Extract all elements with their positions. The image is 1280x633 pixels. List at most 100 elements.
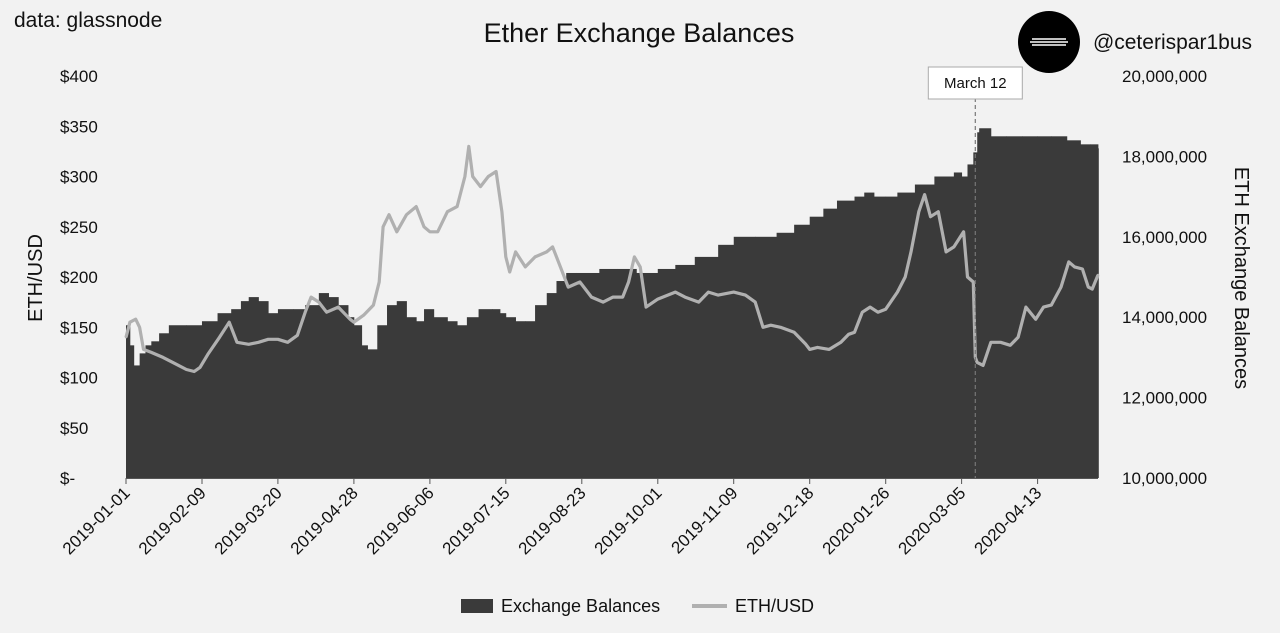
x-tick-label: 2019-04-28: [287, 483, 362, 558]
author-logo: [1018, 11, 1080, 73]
eth-usd-point: [247, 343, 250, 346]
eth-usd-point: [524, 265, 527, 269]
eth-usd-point: [674, 290, 677, 294]
eth-usd-point: [337, 305, 340, 309]
eth-usd-point: [325, 311, 328, 314]
eth-usd-point: [487, 175, 490, 178]
right-tick-label: 10,000,000: [1122, 469, 1207, 488]
eth-usd-point: [999, 341, 1002, 344]
eth-usd-point: [884, 308, 887, 311]
balance-bar: [500, 313, 507, 478]
eth-usd-point: [508, 270, 511, 274]
eth-usd-point: [387, 213, 391, 216]
balance-bar: [377, 325, 388, 478]
eth-usd-point: [395, 230, 398, 233]
balance-bar: [478, 309, 493, 478]
balance-bar: [424, 309, 435, 478]
balance-bar: [990, 136, 1007, 479]
balance-bar: [129, 345, 135, 478]
balance-bar: [447, 321, 458, 478]
eth-usd-point: [228, 321, 231, 324]
balance-bar: [979, 128, 992, 478]
eth-usd-point: [124, 336, 128, 339]
x-axis-ticks: 2019-01-01 2019-02-09 2019-03-20 2019-04-28…: [59, 478, 1098, 558]
x-tick-label: 2019-01-01: [59, 483, 134, 558]
balance-bar: [367, 349, 378, 478]
balance-bar: [126, 325, 131, 478]
eth-usd-point: [193, 370, 196, 373]
eth-usd-point: [792, 331, 796, 334]
eth-usd-point: [761, 326, 765, 329]
eth-usd-point: [150, 351, 153, 354]
balance-bar: [248, 297, 259, 478]
eth-usd-point: [161, 356, 165, 359]
balance-bar: [1022, 136, 1039, 479]
legend-swatch-exchange-balances: [461, 599, 493, 613]
eth-usd-point: [929, 215, 932, 218]
left-tick-label: $250: [60, 218, 98, 237]
eth-usd-point: [976, 361, 979, 364]
balance-bar: [406, 317, 417, 478]
eth-usd-point: [1096, 273, 1100, 277]
left-tick-label: $400: [60, 67, 98, 86]
balance-bar: [616, 268, 637, 478]
balance-bar: [657, 268, 676, 478]
eth-usd-point: [504, 255, 507, 259]
eth-usd-point: [962, 230, 965, 233]
eth-usd-point: [514, 250, 517, 254]
eth-usd-point: [235, 341, 239, 344]
left-tick-label: $150: [60, 318, 98, 337]
balance-bar: [492, 309, 501, 478]
eth-usd-point: [405, 213, 408, 216]
eth-usd-point: [847, 333, 850, 336]
balance-bar: [776, 232, 795, 478]
balance-bar: [387, 305, 398, 478]
right-tick-label: 16,000,000: [1122, 228, 1207, 247]
balance-bar: [823, 208, 838, 478]
eth-usd-point: [467, 145, 470, 148]
balance-bar: [718, 244, 735, 478]
balance-bar: [293, 309, 306, 478]
eth-usd-point: [952, 245, 956, 249]
eth-usd-point: [276, 338, 280, 341]
eth-usd-point: [1016, 336, 1020, 339]
left-tick-label: $350: [60, 117, 98, 136]
eth-usd-point: [769, 324, 772, 327]
eth-usd-point: [142, 348, 145, 351]
eth-usd-point: [1024, 305, 1028, 309]
x-tick-label: 2019-10-01: [591, 483, 666, 558]
eth-usd-point: [656, 297, 659, 301]
eth-usd-point: [816, 346, 819, 349]
balance-bar: [416, 321, 425, 478]
balance-bar: [277, 309, 294, 478]
eth-usd-point: [415, 205, 418, 208]
balance-bar: [1066, 140, 1081, 478]
eth-usd-point: [381, 225, 385, 228]
balance-bar: [897, 192, 916, 478]
balance-bar: [328, 297, 339, 478]
balance-bar: [934, 176, 955, 478]
balance-bar: [505, 317, 516, 478]
balance-bar: [145, 345, 152, 478]
eth-usd-point: [422, 225, 426, 228]
author-handle: @ceterispar1bus: [1093, 31, 1252, 54]
left-tick-label: $50: [60, 419, 88, 438]
eth-usd-point: [206, 353, 209, 356]
eth-usd-point: [621, 295, 624, 299]
annotation-box: [927, 66, 1023, 100]
eth-usd-point: [1073, 265, 1076, 269]
eth-usd-point: [567, 285, 570, 289]
eth-usd-point: [545, 250, 548, 254]
balance-bar: [1006, 136, 1023, 479]
eth-usd-point: [937, 210, 940, 213]
eth-usd-point: [296, 334, 299, 337]
left-axis-ticks: $- $50 $100 $150 $200 $250 $300 $350 $400: [60, 67, 98, 488]
balance-bar: [575, 272, 600, 478]
eth-usd-point: [909, 250, 913, 254]
chart-title: Ether Exchange Balances: [484, 18, 795, 48]
eth-usd-point: [839, 341, 843, 344]
balance-bar: [961, 176, 968, 478]
eth-usd-point: [428, 230, 432, 233]
eth-usd-point: [134, 318, 137, 321]
right-tick-label: 14,000,000: [1122, 308, 1207, 327]
